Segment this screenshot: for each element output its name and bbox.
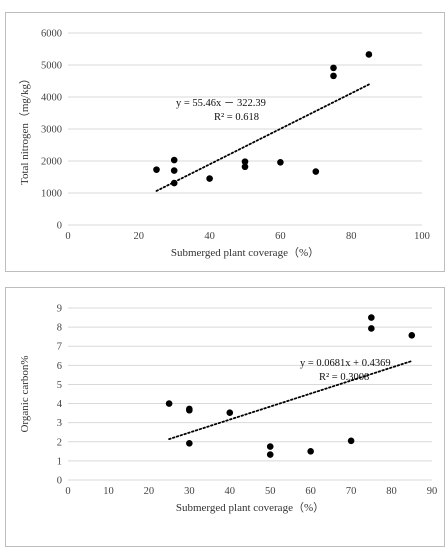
total-nitrogen-data-point xyxy=(170,156,178,164)
total-nitrogen-data-point xyxy=(153,166,160,173)
total-nitrogen-x-tick-label: 20 xyxy=(134,231,145,242)
organic-carbon-x-tick-label: 10 xyxy=(103,486,114,497)
total-nitrogen-y-tick-label: 2000 xyxy=(41,157,62,168)
total-nitrogen-x-tick-label: 0 xyxy=(65,231,70,242)
organic-carbon-x-tick-label: 40 xyxy=(225,486,236,497)
organic-carbon-y-tick-label: 5 xyxy=(57,380,62,391)
organic-carbon-chart-panel: 0 1 2 3 4 5 6 7 8 9 0 10 20 30 40 50 60 70 80 90 Submerged p… xyxy=(5,287,445,547)
organic-carbon-x-tick-label: 80 xyxy=(386,486,397,497)
total-nitrogen-data-point xyxy=(206,175,213,182)
organic-carbon-y-tick-label: 8 xyxy=(57,323,62,334)
total-nitrogen-data-point xyxy=(170,167,178,174)
total-nitrogen-y-tick-label: 1000 xyxy=(41,189,62,200)
organic-carbon-y-tick-label: 1 xyxy=(57,456,62,467)
total-nitrogen-x-tick-label: 100 xyxy=(414,231,430,242)
total-nitrogen-trend-equation: y = 55.46x － 322.39 xyxy=(176,98,266,109)
organic-carbon-r-squared: R² = 0.3008 xyxy=(319,372,369,383)
organic-carbon-data-point xyxy=(186,406,193,414)
organic-carbon-data-point xyxy=(368,325,375,332)
total-nitrogen-data-point xyxy=(277,158,284,166)
total-nitrogen-data-point xyxy=(330,72,337,80)
organic-carbon-data-point xyxy=(347,437,355,445)
total-nitrogen-x-tick-label: 60 xyxy=(275,231,286,242)
organic-carbon-y-tick-label: 0 xyxy=(57,476,62,487)
total-nitrogen-data-point xyxy=(330,64,337,72)
total-nitrogen-x-tick-label: 80 xyxy=(346,231,357,242)
total-nitrogen-chart-panel: 0 1000 2000 3000 4000 5000 6000 0 20 40 60 80 100 Sub… xyxy=(5,12,445,272)
total-nitrogen-data-point xyxy=(170,179,178,187)
total-nitrogen-r-squared: R² = 0.618 xyxy=(214,112,259,123)
organic-carbon-y-axis-title: Organic carbon% xyxy=(19,355,31,432)
organic-carbon-trendline xyxy=(168,360,413,441)
total-nitrogen-y-tick-label: 6000 xyxy=(41,29,62,40)
organic-carbon-x-tick-label: 20 xyxy=(144,486,155,497)
organic-carbon-x-tick-label: 60 xyxy=(305,486,316,497)
total-nitrogen-x-tick-label: 40 xyxy=(204,231,215,242)
organic-carbon-trend-equation: y = 0.0681x + 0.4369 xyxy=(300,358,391,369)
organic-carbon-x-tick-label: 90 xyxy=(427,486,438,497)
organic-carbon-y-tick-label: 7 xyxy=(57,342,62,353)
total-nitrogen-data-point xyxy=(241,158,249,165)
total-nitrogen-y-tick-label: 4000 xyxy=(41,93,62,104)
total-nitrogen-y-tick-label: 0 xyxy=(57,221,62,232)
organic-carbon-data-point xyxy=(408,332,416,339)
organic-carbon-y-tick-label: 2 xyxy=(57,437,62,448)
total-nitrogen-trendline xyxy=(155,83,370,192)
organic-carbon-y-tick-label: 3 xyxy=(57,418,62,429)
total-nitrogen-y-axis-title: Total nitrogen（mg/kg） xyxy=(18,73,31,185)
organic-carbon-data-point xyxy=(368,314,375,321)
organic-carbon-data-point xyxy=(266,443,274,450)
total-nitrogen-y-tick-label: 3000 xyxy=(41,125,62,136)
organic-carbon-x-tick-label: 0 xyxy=(65,486,70,497)
organic-carbon-data-point xyxy=(165,400,173,407)
organic-carbon-y-tick-label: 9 xyxy=(57,304,62,315)
organic-carbon-x-tick-label: 50 xyxy=(265,486,276,497)
total-nitrogen-data-point xyxy=(365,51,373,58)
total-nitrogen-x-axis-title: Submerged plant coverage（%） xyxy=(171,246,319,259)
total-nitrogen-data-point xyxy=(241,163,249,171)
organic-carbon-x-tick-label: 70 xyxy=(346,486,357,497)
organic-carbon-x-axis-title: Submerged plant coverage（%） xyxy=(176,501,324,514)
organic-carbon-data-point xyxy=(266,451,274,458)
total-nitrogen-data-point xyxy=(312,168,320,175)
total-nitrogen-scatter-plot: 0 1000 2000 3000 4000 5000 6000 0 20 40 60 80 100 Sub… xyxy=(18,29,430,260)
organic-carbon-y-tick-label: 4 xyxy=(57,399,63,410)
organic-carbon-data-point xyxy=(186,440,193,447)
organic-carbon-data-point xyxy=(226,409,234,417)
organic-carbon-data-point xyxy=(307,448,314,455)
organic-carbon-x-tick-label: 30 xyxy=(184,486,195,497)
total-nitrogen-y-tick-label: 5000 xyxy=(41,61,62,72)
organic-carbon-y-tick-label: 6 xyxy=(57,361,62,372)
